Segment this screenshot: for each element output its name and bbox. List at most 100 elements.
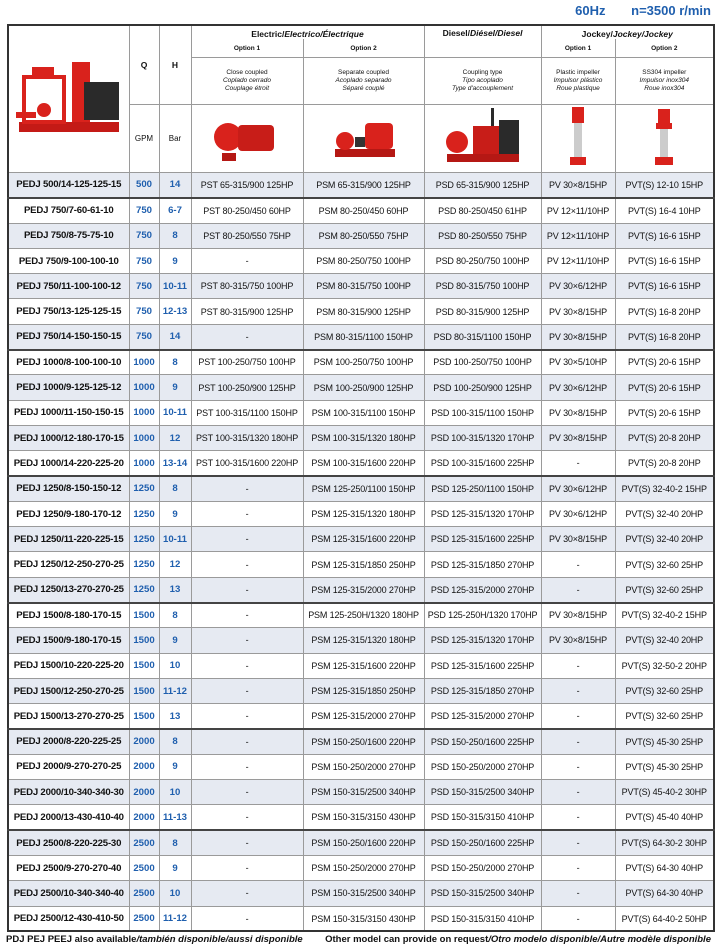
table-row: PEDJ 750/9-100-100-10 750 9- PSM 80-250/750… (7, 247, 715, 275)
pvt-model-cell: PVT(S) 32-40 20HP (614, 500, 715, 528)
psd-model-cell: PSD 150-315/3150 410HP (423, 905, 542, 932)
table-row: PEDJ 1250/9-180-170-12 1250 9- PSM 125-315/… (7, 500, 715, 528)
pvt-model-cell: PVT(S) 16-6 15HP (614, 273, 715, 300)
pst-model-cell: - (190, 905, 304, 932)
pst-model-cell: PST 100-315/1100 150HP (190, 399, 304, 426)
psm-model-cell: PSM 125-315/1320 180HP (302, 627, 425, 654)
separate-coupled-desc: Separate coupled Acoplado separado Séparé … (302, 57, 425, 105)
pst-model-cell: - (190, 829, 304, 857)
h-cell: 13 (158, 576, 192, 604)
table-row: PEDJ 1500/8-180-170-15 1500 8- PSM 125-250H… (7, 601, 715, 629)
model-cell: PEDJ 1000/9-125-125-12 (7, 374, 130, 401)
q-cell: 1000 (128, 424, 160, 452)
pst-model-cell: - (190, 627, 304, 654)
q-unit: GPM (128, 104, 160, 173)
table-row: PEDJ 1250/8-150-150-12 1250 8- PSM 125-250/… (7, 475, 715, 502)
psm-model-cell: PSM 80-250/550 75HP (302, 222, 425, 249)
pvt-model-cell: PVT(S) 16-8 20HP (614, 323, 715, 351)
q-cell: 2500 (128, 829, 160, 857)
jockey-group-header: Jockey/Jockey/Jockey (540, 24, 715, 39)
h-cell: 8 (158, 728, 192, 755)
table-row: PEDJ 1000/11-150-150-15 1000 10-11 PST 100-… (7, 399, 715, 426)
table-row: PEDJ 2500/12-430-410-50 2500 11-12- PSM 150… (7, 905, 715, 932)
pvt-model-cell: PVT(S) 64-30 40HP (614, 855, 715, 882)
table-row: PEDJ 750/7-60-61-10 750 6-7 PST 80-250/450 … (7, 196, 715, 224)
psm-model-cell: PSM 125-315/1600 220HP (302, 526, 425, 553)
psm-model-cell: PSM 80-250/750 100HP (302, 247, 425, 275)
table-row: PEDJ 1000/9-125-125-12 1000 9 PST 100-250/9… (7, 374, 715, 401)
pvt-model-cell: PVT(S) 64-30-2 30HP (614, 829, 715, 857)
table-row: PEDJ 1500/9-180-170-15 1500 9- PSM 125-315/… (7, 627, 715, 654)
pv-model-cell: - (540, 728, 616, 755)
model-cell: PEDJ 1000/14-220-225-20 (7, 450, 130, 477)
pst-model-cell: PST 80-250/550 75HP (190, 222, 304, 249)
q-cell: 2500 (128, 905, 160, 932)
pv-model-cell: PV 30×6/12HP (540, 374, 616, 401)
psm-model-cell: PSM 125-315/2000 270HP (302, 703, 425, 730)
psd-model-cell: PSD 80-250/750 100HP (423, 247, 542, 275)
q-cell: 1250 (128, 526, 160, 553)
pv-model-cell: PV 12×11/10HP (540, 222, 616, 249)
h-cell: 13 (158, 703, 192, 730)
psm-model-cell: PSM 125-315/2000 270HP (302, 576, 425, 604)
psd-model-cell: PSD 80-315/1100 150HP (423, 323, 542, 351)
psm-model-cell: PSM 80-250/450 60HP (302, 196, 425, 224)
psd-model-cell: PSD 125-250H/1320 170HP (423, 601, 542, 629)
pv-model-cell: - (540, 551, 616, 578)
footer-request-note: Other model can provide on request/Otro … (325, 934, 711, 945)
h-cell: 10 (158, 880, 192, 907)
pv-model-cell: PV 30×5/10HP (540, 348, 616, 376)
q-cell: 750 (128, 323, 160, 351)
q-cell: 1000 (128, 374, 160, 401)
q-cell: 2000 (128, 779, 160, 806)
q-cell: 500 (128, 171, 160, 199)
pvt-model-cell: PVT(S) 20-6 15HP (614, 374, 715, 401)
h-cell: 12-13 (158, 298, 192, 325)
psm-model-cell: PSM 80-315/750 100HP (302, 273, 425, 300)
h-cell: 8 (158, 475, 192, 502)
pv-model-cell: PV 30×8/15HP (540, 627, 616, 654)
plastic-impeller-desc: Plastic impeller Impulsor plástico Roue pl… (540, 57, 616, 105)
model-cell: PEDJ 2000/13-430-410-40 (7, 804, 130, 831)
h-cell: 11-12 (158, 677, 192, 705)
pv-model-cell: - (540, 829, 616, 857)
pst-model-cell: - (190, 855, 304, 882)
q-cell: 1000 (128, 399, 160, 426)
vertical-pump-icon (655, 109, 674, 165)
psm-model-cell: PSM 150-315/2500 340HP (302, 779, 425, 806)
psd-model-cell: PSD 125-315/1850 270HP (423, 677, 542, 705)
h-cell: 9 (158, 247, 192, 275)
psd-model-cell: PSD 100-250/900 125HP (423, 374, 542, 401)
pv-model-cell: PV 30×8/15HP (540, 424, 616, 452)
psm-model-cell: PSM 150-315/3150 430HP (302, 905, 425, 932)
psd-model-cell: PSD 65-315/900 125HP (423, 171, 542, 199)
table-row: PEDJ 1500/13-270-270-25 1500 13- PSM 125-31… (7, 703, 715, 730)
h-cell: 10 (158, 652, 192, 679)
q-cell: 750 (128, 222, 160, 249)
pvt-model-cell: PVT(S) 32-60 25HP (614, 677, 715, 705)
diesel-group-header: Diesel/Diésel/Diesel (423, 24, 542, 58)
pvt-model-cell: PVT(S) 20-8 20HP (614, 424, 715, 452)
model-cell: PEDJ 2500/12-430-410-50 (7, 905, 130, 932)
model-cell: PEDJ 750/11-100-100-12 (7, 273, 130, 300)
q-cell: 1500 (128, 703, 160, 730)
psm-model-cell: PSM 80-315/900 125HP (302, 298, 425, 325)
table-row: PEDJ 2500/10-340-340-40 2500 10- PSM 150-31… (7, 880, 715, 907)
psm-model-cell: PSM 100-315/1600 220HP (302, 450, 425, 477)
pv-model-cell: - (540, 703, 616, 730)
pv-model-cell: PV 30×6/12HP (540, 273, 616, 300)
psd-model-cell: PSD 150-315/2500 340HP (423, 779, 542, 806)
pvt-model-cell: PVT(S) 20-6 15HP (614, 399, 715, 426)
h-cell: 10 (158, 779, 192, 806)
q-cell: 1500 (128, 601, 160, 629)
pst-model-cell: PST 80-315/900 125HP (190, 298, 304, 325)
q-cell: 2000 (128, 804, 160, 831)
model-cell: PEDJ 750/7-60-61-10 (7, 196, 130, 224)
psm-model-cell: PSM 150-250/2000 270HP (302, 855, 425, 882)
close-coupled-desc: Close coupled Coplado cerrado Couplage étr… (190, 57, 304, 105)
model-cell: PEDJ 1250/8-150-150-12 (7, 475, 130, 502)
q-header: Q (128, 24, 160, 105)
fire-pump-set-image (7, 24, 130, 173)
pst-model-cell: - (190, 677, 304, 705)
q-cell: 1500 (128, 677, 160, 705)
